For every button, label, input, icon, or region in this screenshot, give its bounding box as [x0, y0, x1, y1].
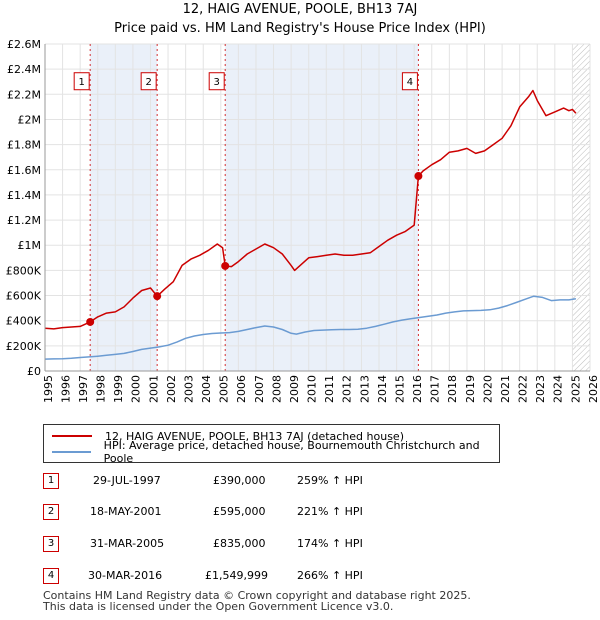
sale-label-box	[140, 72, 157, 91]
shaded-range	[90, 44, 158, 371]
table-row: 1 29-JUL-1997 £390,000 259% ↑ HPI	[0, 472, 600, 492]
sale-hpi: 221% ↑ HPI	[297, 505, 363, 518]
x-tick-label: 2002	[165, 375, 178, 403]
sale-label: 3	[214, 77, 220, 88]
table-row: 3 31-MAR-2005 £835,000 174% ↑ HPI	[0, 535, 600, 555]
footer-line-2: This data is licensed under the Open Gov…	[43, 600, 394, 613]
x-tick-label: 2022	[517, 375, 530, 403]
sale-label-box	[208, 72, 225, 91]
sale-hpi: 266% ↑ HPI	[297, 569, 363, 582]
sale-point	[221, 261, 230, 270]
x-tick-label: 2012	[341, 375, 354, 403]
series-line-property	[44, 89, 577, 330]
x-tick-label: 2007	[253, 375, 266, 403]
y-tick-label: £600K	[6, 290, 42, 303]
sale-point	[153, 292, 162, 301]
y-tick-label: £1.6M	[7, 164, 41, 177]
x-tick-label: 2019	[464, 375, 477, 403]
y-tick-label: £2.2M	[7, 88, 41, 101]
x-tick-label: 2009	[288, 375, 301, 403]
sale-date: 30-MAR-2016	[88, 569, 163, 582]
sale-point	[86, 317, 95, 326]
y-tick-label: £800K	[6, 264, 42, 277]
forecast-hatch	[572, 44, 590, 371]
sale-date: 31-MAR-2005	[90, 537, 165, 550]
x-tick-label: 2020	[481, 375, 494, 403]
table-row: 2 18-MAY-2001 £595,000 221% ↑ HPI	[0, 503, 600, 523]
y-tick-label: £1.4M	[7, 189, 41, 202]
x-tick-label: 2000	[130, 375, 143, 403]
sale-price: £390,000	[213, 474, 266, 487]
x-tick-label: 1999	[112, 375, 125, 403]
legend-item-property: 12, HAIG AVENUE, POOLE, BH13 7AJ (detach…	[52, 428, 404, 444]
sale-badge: 1	[43, 473, 59, 489]
x-tick-label: 2004	[200, 375, 213, 403]
y-tick-label: £2M	[18, 113, 42, 126]
x-tick-label: 1997	[77, 375, 90, 403]
table-row: 4 30-MAR-2016 £1,549,999 266% ↑ HPI	[0, 567, 600, 587]
sale-point	[414, 172, 423, 181]
footer-line-1: Contains HM Land Registry data © Crown c…	[43, 589, 471, 602]
sale-badge: 3	[43, 536, 59, 552]
x-tick-label: 2003	[182, 375, 195, 403]
legend-swatch-property	[52, 435, 92, 437]
x-tick-label: 2006	[235, 375, 248, 403]
legend-label-property: 12, HAIG AVENUE, POOLE, BH13 7AJ (detach…	[105, 429, 404, 443]
sale-date: 18-MAY-2001	[90, 505, 162, 518]
shaded-range	[225, 44, 419, 371]
y-tick-label: £1.8M	[7, 139, 41, 152]
price-chart: 1 2 3 4 £0 £200K £400K £600K £800K £1M £1.2M £1.4M £…	[6, 38, 600, 403]
legend-label-hpi: HPI: Average price, detached house, Bour…	[103, 439, 480, 465]
sale-hpi: 174% ↑ HPI	[297, 537, 363, 550]
x-tick-label: 2023	[534, 375, 547, 403]
x-tick-label: 2005	[218, 375, 231, 403]
x-tick-label: 2008	[270, 375, 283, 403]
series-line-hpi	[44, 295, 577, 360]
y-tick-label: £1.2M	[7, 214, 41, 227]
sale-date: 29-JUL-1997	[93, 474, 161, 487]
sale-label-box	[401, 72, 418, 91]
sale-label: 4	[407, 77, 413, 88]
sale-label: 2	[145, 77, 151, 88]
y-tick-label: £1M	[18, 239, 42, 252]
x-tick-label: 2016	[411, 375, 424, 403]
chart-title: 12, HAIG AVENUE, POOLE, BH13 7AJ	[182, 2, 418, 17]
x-tick-label: 2014	[376, 375, 389, 403]
x-tick-label: 2001	[147, 375, 160, 403]
footer-attribution: Contains HM Land Registry data © Crown c…	[43, 590, 471, 612]
legend-swatch-hpi	[52, 451, 91, 453]
x-tick-label: 2026	[587, 375, 600, 403]
chart-subtitle: Price paid vs. HM Land Registry's House …	[114, 21, 486, 36]
y-tick-label: £0	[27, 365, 41, 378]
y-tick-label: £200K	[6, 340, 42, 353]
y-tick-label: £400K	[6, 315, 42, 328]
sale-label-box	[73, 72, 90, 91]
sale-label: 1	[78, 77, 84, 88]
sale-price: £835,000	[213, 537, 266, 550]
y-tick-label: £2.4M	[7, 63, 41, 76]
x-tick-label: 1998	[95, 375, 108, 403]
x-tick-label: 2018	[446, 375, 459, 403]
x-tick-label: 2010	[306, 375, 319, 403]
x-tick-label: 2011	[323, 375, 336, 403]
sale-price: £595,000	[213, 505, 266, 518]
y-tick-label: £2.6M	[7, 38, 41, 51]
sale-price: £1,549,999	[205, 569, 268, 582]
legend-item-hpi: HPI: Average price, detached house, Bour…	[52, 439, 499, 465]
x-tick-label: 2024	[552, 375, 565, 403]
sale-badge: 4	[43, 568, 59, 584]
x-tick-label: 2021	[499, 375, 512, 403]
chart-legend: 12, HAIG AVENUE, POOLE, BH13 7AJ (detach…	[43, 424, 500, 465]
x-tick-label: 1995	[42, 375, 55, 403]
sale-hpi: 259% ↑ HPI	[297, 474, 363, 487]
sale-badge: 2	[43, 504, 59, 520]
x-tick-label: 2025	[569, 375, 582, 403]
x-tick-label: 2013	[358, 375, 371, 403]
x-tick-label: 2015	[393, 375, 406, 403]
x-tick-label: 1996	[59, 375, 72, 403]
x-tick-label: 2017	[429, 375, 442, 403]
